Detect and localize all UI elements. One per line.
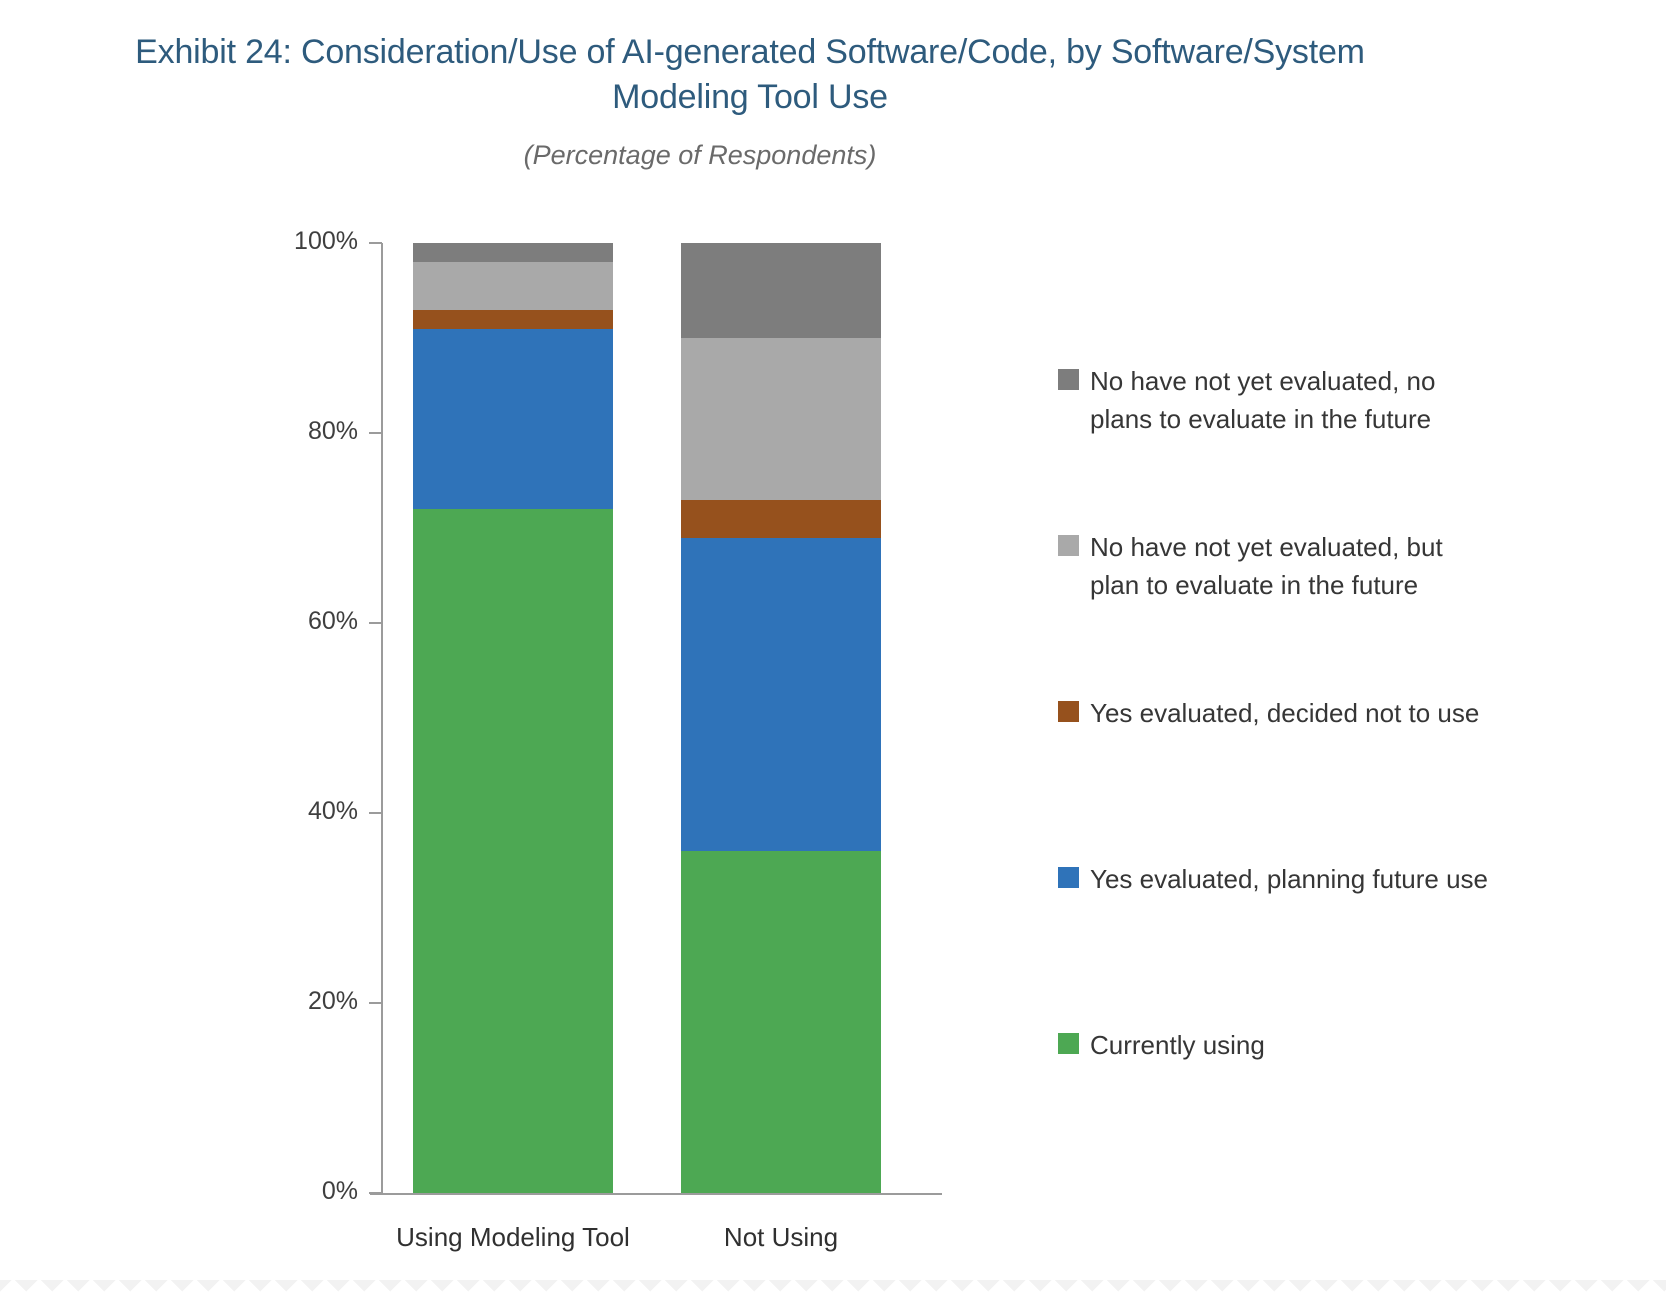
segment-using-modeling-tool-no-have-not-yet: [413, 262, 613, 310]
legend-item-no-have-not-yet: No have not yet evaluated, no plans to e…: [1058, 362, 1435, 438]
legend-swatch-yes-evaluated-planning-future: [1058, 867, 1079, 888]
chart-title-line2: Modeling Tool Use: [612, 78, 888, 116]
legend-item-no-have-not-yet: No have not yet evaluated, but plan to e…: [1058, 528, 1443, 604]
legend-label-yes-evaluated-planning-future: Yes evaluated, planning future use: [1090, 864, 1489, 894]
legend-label-yes-evaluated-decided-not: Yes evaluated, decided not to use: [1090, 698, 1480, 728]
chart-title: Exhibit 24: Consideration/Use of AI-gene…: [0, 30, 1500, 120]
segment-not-using-yes-evaluated-planning-future: [681, 537, 881, 851]
chart-subtitle: (Percentage of Respondents): [523, 140, 877, 170]
y-tick-mark-60: [369, 622, 382, 624]
segment-not-using-currently-using: [681, 851, 881, 1193]
legend-item-yes-evaluated-decided-not: Yes evaluated, decided not to use: [1058, 694, 1479, 732]
legend-item-currently-using: Currently using: [1058, 1026, 1265, 1064]
legend-label-no-have-not-yet: No have not yet evaluated, no plans to e…: [1090, 366, 1436, 434]
y-tick-label-20: 20%: [307, 987, 358, 1015]
segment-not-using-no-have-not-yet: [681, 243, 881, 338]
y-tick-label-40: 40%: [307, 797, 358, 825]
y-tick-label-0: 0%: [321, 1177, 358, 1205]
segment-using-modeling-tool-no-have-not-yet: [413, 243, 613, 262]
legend-swatch-no-have-not-yet: [1058, 535, 1079, 556]
y-tick-label-80: 80%: [307, 417, 358, 445]
chart-title-line1: Exhibit 24: Consideration/Use of AI-gene…: [135, 33, 1365, 71]
x-label-not-using: Not Using: [723, 1222, 839, 1252]
legend-swatch-yes-evaluated-decided-not: [1058, 701, 1079, 722]
legend-item-yes-evaluated-planning-future: Yes evaluated, planning future use: [1058, 860, 1488, 898]
y-tick-label-100: 100%: [294, 227, 358, 255]
legend-label-no-have-not-yet: No have not yet evaluated, but plan to e…: [1090, 532, 1443, 600]
legend-swatch-no-have-not-yet: [1058, 369, 1079, 390]
y-axis-line: [381, 243, 383, 1195]
segment-not-using-no-have-not-yet: [681, 338, 881, 500]
segment-using-modeling-tool-currently-using: [413, 509, 613, 1193]
x-label-using-modeling-tool: Using Modeling Tool: [396, 1222, 630, 1252]
legend-swatch-currently-using: [1058, 1033, 1079, 1054]
torn-page-edge: [0, 1280, 1666, 1300]
segment-not-using-yes-evaluated-decided-not: [681, 499, 881, 538]
segment-using-modeling-tool-yes-evaluated-planning-future: [413, 328, 613, 509]
y-tick-mark-20: [369, 1002, 382, 1004]
y-tick-mark-40: [369, 812, 382, 814]
y-tick-mark-0: [369, 1192, 382, 1194]
segment-using-modeling-tool-yes-evaluated-decided-not: [413, 309, 613, 329]
y-tick-mark-100: [369, 242, 382, 244]
x-axis-line: [370, 1193, 942, 1195]
y-tick-mark-80: [369, 432, 382, 434]
y-tick-label-60: 60%: [307, 607, 358, 635]
legend-label-currently-using: Currently using: [1090, 1030, 1265, 1060]
